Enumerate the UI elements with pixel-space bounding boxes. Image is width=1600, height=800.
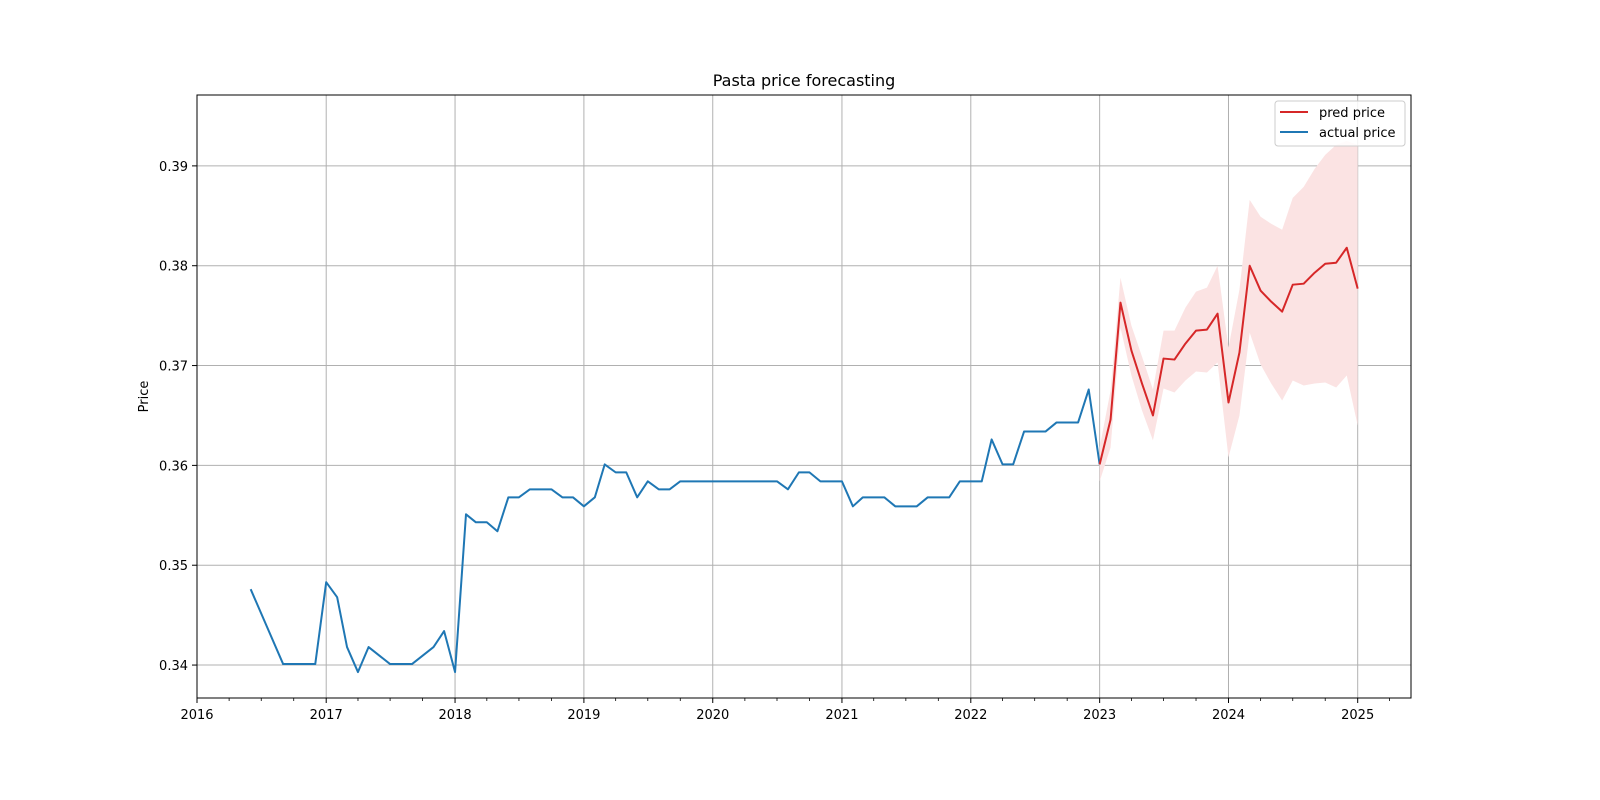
y-tick-label: 0.37 [159, 360, 188, 375]
x-tick-label: 2023 [1083, 708, 1116, 723]
y-tick-label: 0.34 [159, 659, 188, 674]
x-tick-label: 2019 [567, 708, 600, 723]
x-tick-label: 2017 [310, 708, 343, 723]
series-line-pred-price [1098, 246, 1359, 465]
y-tick-label: 0.39 [159, 160, 188, 175]
legend-label-actual-price: actual price [1319, 126, 1396, 141]
y-tick-label: 0.35 [159, 559, 188, 574]
y-axis-ticks: 0.34 0.35 0.36 0.37 0.38 0.39 [159, 160, 197, 674]
y-tick-label: 0.38 [159, 260, 188, 275]
x-axis-ticks: 2016 2017 2018 2019 2020 2021 2022 2023 2024 2025 [180, 698, 1390, 723]
x-tick-label: 2022 [954, 708, 987, 723]
plot-area-frame [196, 94, 1412, 699]
confidence-band [1099, 140, 1358, 482]
x-tick-label: 2020 [696, 708, 729, 723]
chart-title: Pasta price forecasting [713, 71, 896, 90]
x-tick-label: 2024 [1212, 708, 1245, 723]
x-tick-label: 2021 [825, 708, 858, 723]
series-lines [249, 246, 1359, 674]
legend: pred price actual price [1274, 100, 1406, 147]
y-axis-label: Price [137, 381, 152, 413]
legend-label-pred-price: pred price [1319, 106, 1385, 121]
x-tick-label: 2018 [439, 708, 472, 723]
y-tick-label: 0.36 [159, 459, 188, 474]
x-tick-label: 2016 [180, 708, 213, 723]
series-line-actual-price [249, 388, 1101, 674]
confidence-band-layer [1099, 140, 1358, 482]
x-tick-label: 2025 [1341, 708, 1374, 723]
